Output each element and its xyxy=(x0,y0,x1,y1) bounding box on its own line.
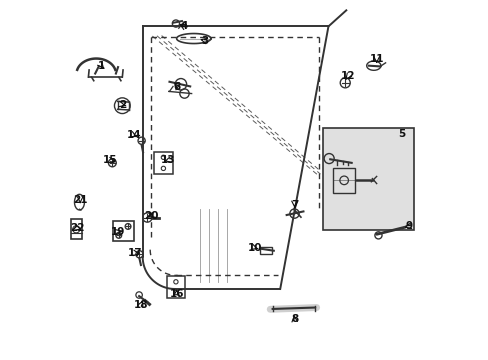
Text: 2: 2 xyxy=(119,100,126,110)
Text: 17: 17 xyxy=(128,248,142,258)
Text: 14: 14 xyxy=(126,130,141,140)
Text: 22: 22 xyxy=(70,223,84,233)
Text: 6: 6 xyxy=(173,82,180,92)
Text: 16: 16 xyxy=(169,289,183,299)
Bar xyxy=(332,168,354,193)
Text: 5: 5 xyxy=(397,129,405,139)
Text: 3: 3 xyxy=(201,36,208,46)
Text: 10: 10 xyxy=(247,243,262,253)
Text: 18: 18 xyxy=(133,300,148,310)
Text: 21: 21 xyxy=(73,195,87,204)
Text: 11: 11 xyxy=(368,54,383,64)
Text: 4: 4 xyxy=(180,21,187,31)
Text: 7: 7 xyxy=(290,200,298,210)
Bar xyxy=(260,247,271,253)
Bar xyxy=(113,221,134,242)
Text: 1: 1 xyxy=(98,61,105,71)
Bar xyxy=(323,128,413,230)
Text: 12: 12 xyxy=(340,71,355,81)
Bar xyxy=(154,152,172,174)
Text: 20: 20 xyxy=(144,211,159,221)
Bar xyxy=(166,276,184,298)
Text: 15: 15 xyxy=(103,156,118,165)
Bar xyxy=(71,219,81,239)
Text: 19: 19 xyxy=(110,227,124,237)
Text: 8: 8 xyxy=(290,314,298,324)
Text: 9: 9 xyxy=(405,221,411,231)
Text: 13: 13 xyxy=(160,156,175,165)
